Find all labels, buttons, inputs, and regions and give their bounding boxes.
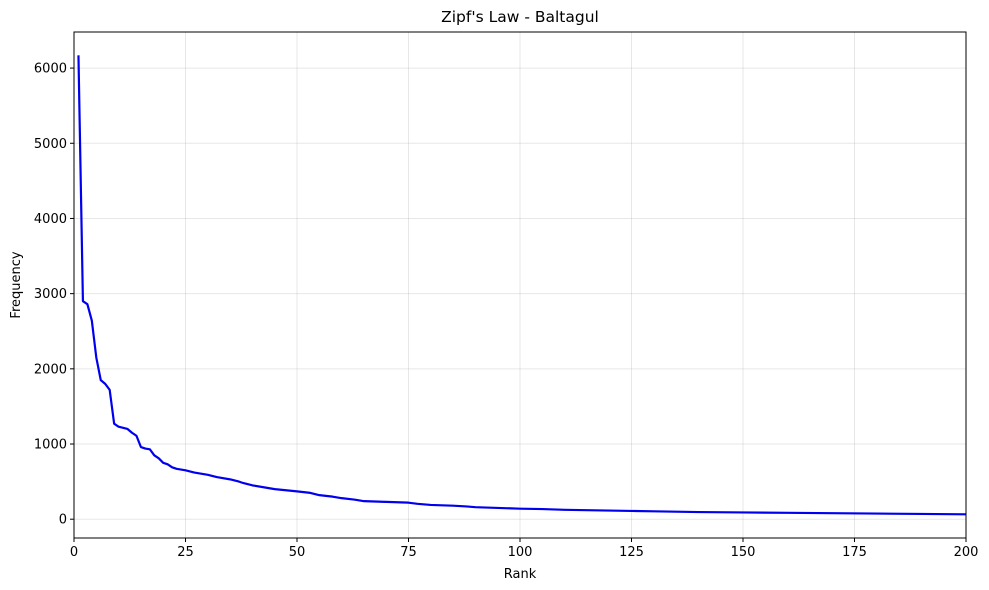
y-tick-label: 1000 [34,438,67,453]
x-tick-label: 200 [954,545,979,560]
y-axis-label: Frequency [9,251,24,318]
y-tick-label: 3000 [34,287,67,302]
frequency-series-line [77,55,967,516]
y-axis-ticks: 0 1000 2000 3000 4000 5000 6000 [34,62,74,528]
x-tick-label: 0 [70,545,78,560]
y-tick-label: 0 [59,513,67,528]
y-tick-label: 2000 [34,362,67,377]
x-tick-label: 125 [619,545,644,560]
x-tick-label: 75 [400,545,417,560]
x-tick-label: 50 [289,545,306,560]
series-layer [77,55,967,516]
x-tick-label: 175 [842,545,867,560]
y-tick-label: 5000 [34,137,67,152]
x-tick-label: 100 [508,545,533,560]
grid [73,32,967,538]
y-tick-label: 4000 [34,212,67,227]
x-tick-label: 150 [731,545,756,560]
y-tick-label: 6000 [34,62,67,77]
x-axis-label: Rank [504,567,537,582]
chart-title: Zipf's Law - Baltagul [441,8,599,26]
x-axis-ticks: 0 25 50 75 100 125 150 175 200 [70,538,979,560]
x-tick-label: 25 [177,545,194,560]
